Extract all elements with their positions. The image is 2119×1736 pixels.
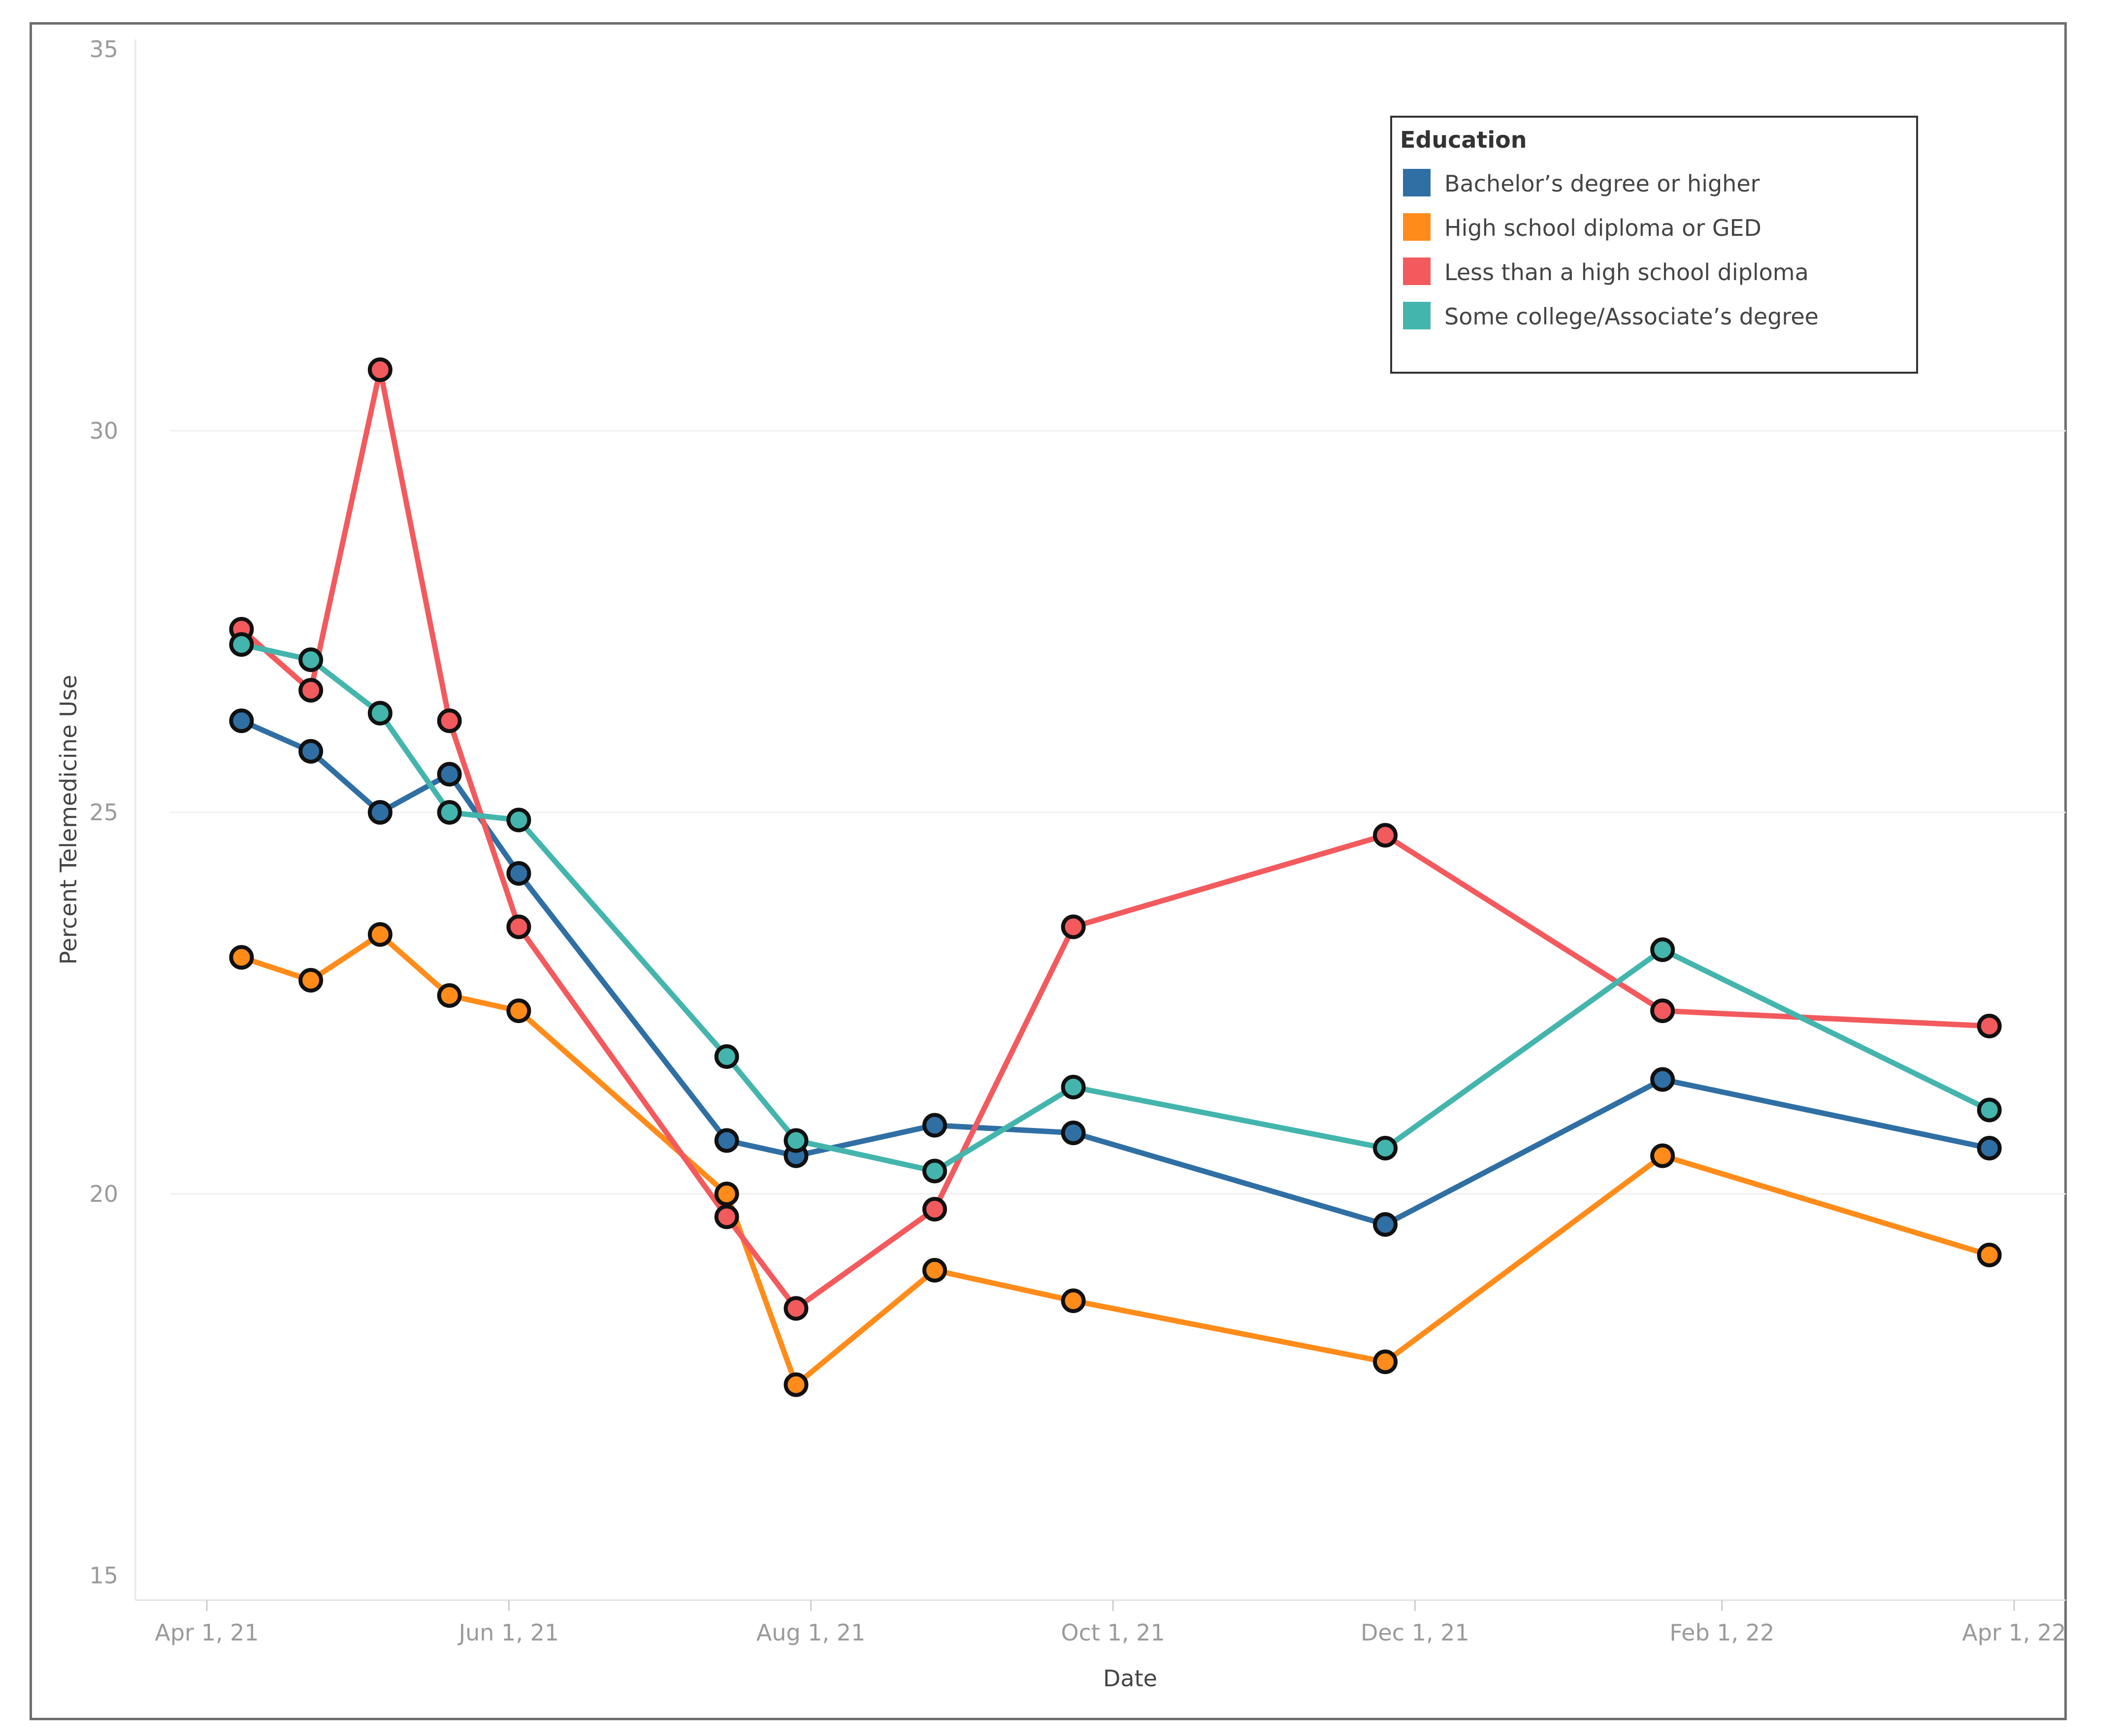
data-point	[367, 800, 392, 825]
data-point	[1373, 1350, 1398, 1374]
axes	[134, 39, 2066, 1601]
data-point	[229, 945, 254, 970]
data-point	[1061, 1121, 1086, 1145]
series-points	[229, 357, 2002, 1397]
data-point	[437, 762, 462, 787]
y-axis-title: Percent Telemedicine Use	[55, 675, 82, 965]
data-point	[922, 1197, 947, 1222]
legend-label: High school diploma or GED	[1444, 215, 1761, 241]
data-point	[783, 1296, 809, 1321]
legend-label: Some college/Associate’s degree	[1444, 303, 1819, 330]
data-point	[922, 1113, 947, 1138]
data-point	[298, 968, 324, 993]
series-line	[238, 367, 1992, 1311]
x-tick-label: Dec 1, 21	[1361, 1619, 1469, 1646]
data-point	[1977, 1014, 2002, 1038]
legend-label: Bachelor’s degree or higher	[1444, 170, 1760, 197]
data-point	[783, 1372, 809, 1397]
legend-swatch	[1403, 302, 1431, 329]
data-point	[506, 914, 531, 939]
data-point	[1373, 823, 1398, 848]
legend-items: Bachelor’s degree or higher High school d…	[1403, 169, 1819, 330]
data-point	[1373, 1136, 1398, 1160]
data-point	[1650, 998, 1675, 1023]
legend-swatch	[1403, 213, 1431, 241]
data-point	[506, 998, 531, 1023]
legend-title: Education	[1400, 127, 1527, 153]
data-point	[437, 983, 462, 1008]
data-point	[1650, 1067, 1675, 1092]
line-chart: 15 20 25 30 35 Apr 1, 21 Jun 1, 21 Aug 1, 21 Oc…	[55, 36, 2066, 1692]
data-point	[298, 739, 324, 764]
data-point	[1977, 1136, 2002, 1160]
legend-swatch	[1403, 169, 1431, 196]
data-point	[506, 807, 531, 833]
data-point	[1650, 937, 1675, 962]
y-tick-label: 20	[89, 1181, 118, 1207]
y-tick-label: 30	[89, 418, 118, 444]
x-tick-label: Aug 1, 21	[756, 1619, 866, 1646]
legend-label: Less than a high school diploma	[1444, 259, 1809, 286]
x-tick-label: Apr 1, 21	[155, 1619, 259, 1646]
data-point	[506, 861, 531, 886]
data-point	[714, 1044, 739, 1069]
data-point	[922, 1158, 947, 1184]
legend-swatch	[1403, 257, 1431, 285]
data-point	[298, 647, 324, 672]
data-point	[1061, 1075, 1086, 1099]
x-tick-label: Oct 1, 21	[1061, 1619, 1165, 1646]
data-point	[1061, 1288, 1086, 1313]
legend-box	[1390, 116, 1918, 374]
data-point	[1977, 1097, 2002, 1123]
data-point	[437, 800, 462, 825]
y-tick-label: 25	[89, 799, 118, 826]
gridlines	[170, 430, 2066, 1195]
y-tick-labels: 15 20 25 30 35	[89, 36, 118, 1589]
data-point	[367, 357, 392, 382]
data-point	[922, 1258, 947, 1283]
x-tick-label: Apr 1, 22	[1962, 1619, 2066, 1646]
data-point	[1977, 1243, 2002, 1267]
data-point	[714, 1204, 739, 1229]
data-point	[367, 701, 392, 726]
data-point	[437, 708, 462, 733]
series-line	[238, 642, 1992, 1174]
chart-frame: 15 20 25 30 35 Apr 1, 21 Jun 1, 21 Aug 1, 21 Oc…	[30, 22, 2067, 1720]
data-point	[229, 632, 254, 657]
legend: Education Bachelor’s degree or higher Hig…	[1390, 116, 1918, 374]
data-point	[367, 922, 392, 947]
data-point	[1061, 914, 1086, 939]
x-tick-label: Jun 1, 21	[457, 1619, 559, 1646]
data-point	[714, 1128, 739, 1153]
y-tick-label: 15	[89, 1562, 118, 1589]
x-tick-labels: Apr 1, 21 Jun 1, 21 Aug 1, 21 Oct 1, 21 Dec …	[155, 1600, 2066, 1646]
y-tick-label: 35	[89, 36, 118, 63]
x-axis-title: Date	[1103, 1665, 1157, 1692]
series-lines	[238, 367, 1992, 1387]
data-point	[783, 1128, 809, 1153]
series-line	[238, 718, 1992, 1227]
data-point	[298, 678, 324, 703]
x-tick-label: Feb 1, 22	[1669, 1619, 1774, 1646]
data-point	[1650, 1143, 1675, 1168]
data-point	[714, 1182, 739, 1206]
data-point	[1373, 1212, 1398, 1237]
series-line	[238, 932, 1992, 1387]
data-point	[229, 708, 254, 733]
